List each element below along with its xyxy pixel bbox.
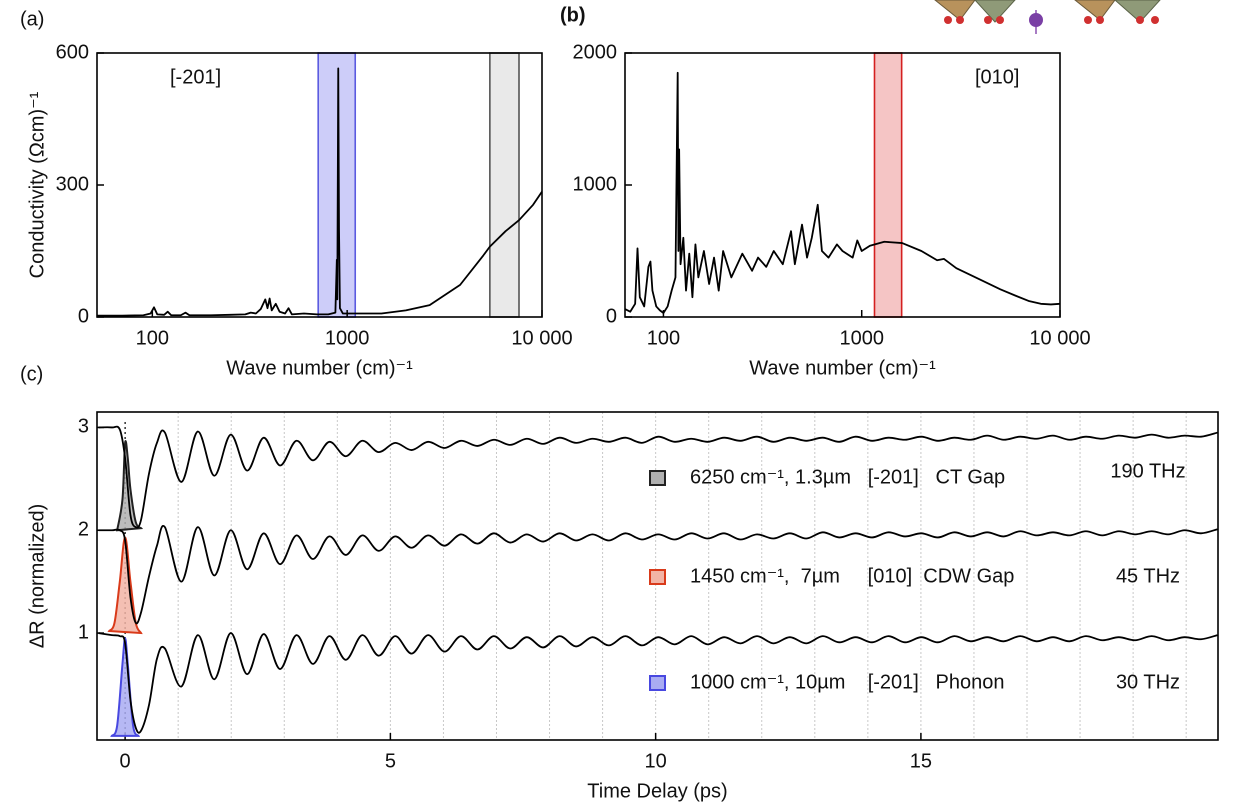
y-tick-label: 300 bbox=[56, 173, 89, 195]
x-tick-label: 10 000 bbox=[511, 327, 572, 349]
plot-frame bbox=[96, 411, 1219, 741]
y-axis-title: Conductivity (Ωcm)⁻¹ bbox=[26, 91, 48, 278]
plot-frame bbox=[624, 52, 1061, 318]
trace bbox=[98, 425, 1218, 529]
panel-label: (b) bbox=[560, 4, 586, 26]
legend-swatch bbox=[649, 569, 666, 585]
atom bbox=[944, 16, 952, 24]
panel: (b) 100 1000 10 000 0 1000 2000 Wave number (cm… bbox=[560, 4, 1091, 379]
legend-label: 1450 cm⁻¹, 7µm [010] CDW Gap bbox=[690, 565, 1014, 587]
y-tick-label: 1000 bbox=[573, 173, 618, 195]
y-axis-title: ΔR (normalized) bbox=[26, 504, 48, 649]
x-tick-label: 10 bbox=[645, 750, 667, 772]
y-tick-label: 3 bbox=[78, 416, 89, 438]
trace bbox=[98, 632, 1218, 734]
octahedron bbox=[934, 0, 976, 21]
pulse bbox=[115, 440, 144, 532]
x-tick-label: 1000 bbox=[325, 327, 370, 349]
octahedron bbox=[974, 0, 1016, 23]
panel-label: (a) bbox=[20, 8, 44, 30]
pulse bbox=[110, 637, 141, 737]
legend-swatch bbox=[649, 470, 666, 486]
spectrum bbox=[624, 71, 1061, 314]
x-tick-label: 100 bbox=[136, 327, 169, 349]
y-tick-label: 2 bbox=[78, 519, 89, 541]
legend-swatch bbox=[649, 675, 666, 691]
panel: (a) 100 1000 10 000 0 300 600 Wave number (cm)⁻… bbox=[20, 8, 573, 379]
orientation-label: [010] bbox=[975, 66, 1019, 88]
highlight-band bbox=[873, 52, 903, 318]
x-tick-label: 0 bbox=[120, 750, 131, 772]
x-tick-label: 10 000 bbox=[1029, 327, 1090, 349]
x-tick-label: 15 bbox=[910, 750, 932, 772]
x-tick-label: 100 bbox=[647, 327, 680, 349]
structure-illustration bbox=[934, 0, 1161, 34]
frequency-label: 30 THz bbox=[1116, 671, 1180, 693]
atom bbox=[1136, 16, 1144, 24]
x-axis-title: Wave number (cm)⁻¹ bbox=[226, 357, 413, 379]
atom bbox=[1151, 16, 1159, 24]
octahedron bbox=[1074, 0, 1116, 21]
legend-label: 6250 cm⁻¹, 1.3µm [-201] CT Gap bbox=[690, 466, 1005, 488]
atom bbox=[1096, 16, 1104, 24]
atom bbox=[956, 16, 964, 24]
plot-frame bbox=[96, 52, 543, 318]
x-axis-title: Time Delay (ps) bbox=[587, 780, 727, 802]
panel-label: (c) bbox=[20, 363, 43, 385]
x-tick-label: 5 bbox=[385, 750, 396, 772]
highlight-band bbox=[489, 52, 520, 318]
x-tick-label: 1000 bbox=[839, 327, 884, 349]
x-axis-title: Wave number (cm)⁻¹ bbox=[749, 357, 936, 379]
y-tick-label: 600 bbox=[56, 41, 89, 63]
spectrum bbox=[97, 67, 543, 317]
y-tick-label: 2000 bbox=[573, 41, 618, 63]
legend-label: 1000 cm⁻¹, 10µm [-201] Phonon bbox=[690, 671, 1004, 693]
atom bbox=[996, 16, 1004, 24]
atom bbox=[1084, 16, 1092, 24]
panel: (c) 0 5 10 15 1 2 3 Time Delay (ps) ΔR (normalize… bbox=[20, 363, 1219, 802]
orientation-label: [-201] bbox=[170, 66, 221, 88]
y-tick-label: 0 bbox=[78, 305, 89, 327]
atom bbox=[1029, 13, 1043, 27]
frequency-label: 45 THz bbox=[1116, 565, 1180, 587]
pulse bbox=[107, 536, 143, 635]
y-tick-label: 0 bbox=[606, 305, 617, 327]
trace bbox=[98, 524, 1218, 625]
atom bbox=[984, 16, 992, 24]
frequency-label: 190 THz bbox=[1110, 460, 1185, 482]
y-tick-label: 1 bbox=[78, 621, 89, 643]
octahedron bbox=[1114, 0, 1161, 23]
